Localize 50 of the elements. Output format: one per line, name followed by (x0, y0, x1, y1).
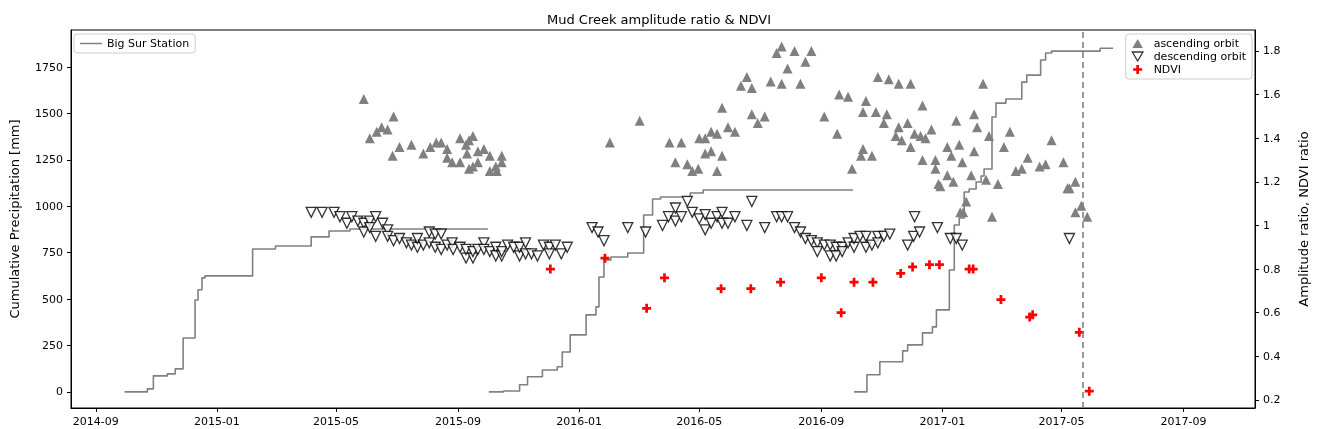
point (716, 284, 726, 294)
x-tick-label: 2015-09 (435, 415, 482, 428)
point (896, 268, 906, 278)
point (1074, 327, 1084, 337)
chart-title: Mud Creek amplitude ratio & NDVI (546, 12, 772, 27)
x-tick-label: 2015-01 (193, 415, 240, 428)
y-tick-label: 500 (42, 292, 63, 306)
y2-tick-label: 0.6 (1263, 306, 1281, 320)
y2-tick-label: 1.8 (1263, 44, 1281, 58)
x-tick-label: 2015-05 (313, 415, 359, 428)
y-tick-label: 750 (42, 246, 63, 260)
legend-label: Big Sur Station (107, 37, 190, 50)
x-tick-label: 2017-09 (1160, 415, 1207, 428)
y2-tick-label: 0.8 (1263, 262, 1281, 276)
point (908, 262, 918, 272)
point (1084, 386, 1094, 396)
y2-axis-title: Amplitude ratio, NDVI ratio (1296, 131, 1311, 307)
y-tick-label: 1500 (35, 107, 63, 121)
point (924, 260, 934, 270)
y2-tick-label: 0.2 (1263, 393, 1281, 407)
point (746, 284, 756, 294)
y-tick-label: 1750 (35, 60, 63, 74)
y-tick-label: 0 (56, 385, 63, 399)
point (934, 260, 944, 270)
point (545, 264, 555, 274)
point (642, 303, 652, 313)
point (659, 273, 669, 283)
y2-tick-label: 1.4 (1263, 131, 1281, 145)
legend-label: ascending orbit (1153, 37, 1240, 50)
y2-tick-label: 1 (1263, 218, 1270, 232)
point (600, 253, 610, 263)
y-axis-title: Cumulative Precipitation [mm] (7, 119, 22, 319)
x-tick-label: 2017-01 (919, 415, 966, 428)
x-tick-label: 2016-01 (556, 415, 603, 428)
y2-tick-label: 0.4 (1263, 349, 1281, 363)
x-tick-label: 2017-05 (1038, 415, 1085, 428)
y-tick-label: 1250 (35, 153, 63, 167)
legend-label: NDVI (1153, 63, 1181, 76)
x-tick-label: 2016-05 (676, 415, 723, 428)
x-tick-label: 2016-09 (798, 415, 845, 428)
y2-tick-label: 1.2 (1263, 175, 1281, 189)
legend-label: descending orbit (1153, 50, 1247, 63)
point (836, 308, 846, 318)
y-tick-label: 250 (42, 338, 63, 352)
point (996, 295, 1006, 305)
point (816, 273, 826, 283)
y-tick-label: 1000 (35, 199, 63, 213)
point (776, 277, 786, 287)
x-tick-label: 2014-09 (72, 415, 119, 428)
y2-tick-label: 1.6 (1263, 88, 1281, 102)
